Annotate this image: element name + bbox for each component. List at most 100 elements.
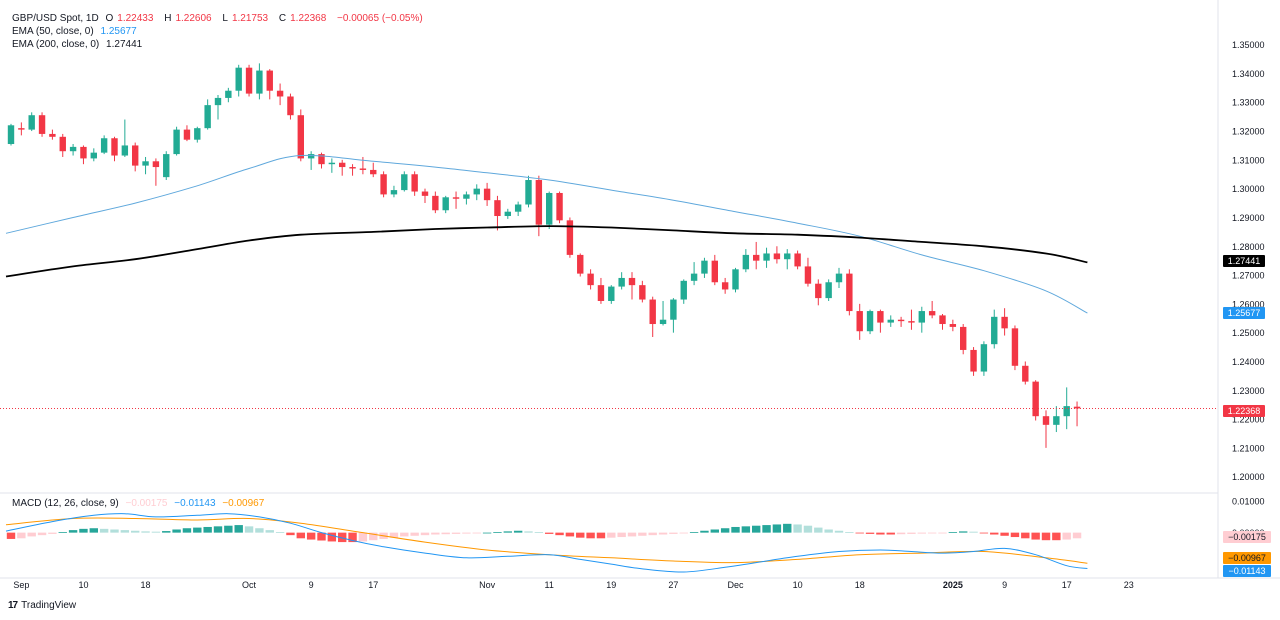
price-tick-label: 1.21000 — [1232, 443, 1265, 453]
macd-histogram-bar — [658, 532, 668, 535]
candle-up — [670, 299, 677, 320]
ema200-name: EMA (200, close, 0) — [12, 39, 100, 50]
macd-histogram-bar — [907, 532, 916, 534]
candle-up — [442, 197, 449, 211]
price-axis[interactable]: 1.35000 1.34000 1.33000 1.32000 1.31000 1.300… — [1232, 40, 1265, 482]
candle-down — [59, 136, 66, 152]
macd-histogram-bar — [172, 529, 181, 533]
macd-histogram-bar — [793, 524, 802, 533]
candle-up — [991, 316, 998, 345]
ema50-line — [5, 154, 1088, 314]
macd-histogram-bar — [317, 532, 326, 541]
candle-down — [132, 145, 139, 166]
candle-down — [49, 133, 56, 137]
price-tick-label: 1.34000 — [1232, 69, 1265, 79]
macd-legend[interactable]: MACD (12, 26, close, 9) −0.00175 −0.0114… — [12, 497, 268, 510]
high-label: H — [164, 13, 172, 24]
macd-histogram-bar — [648, 532, 657, 536]
macd-histogram-bar — [555, 532, 564, 536]
time-tick-label: 9 — [1002, 580, 1007, 590]
macd-histogram-bar — [524, 531, 533, 533]
candle-up — [742, 254, 750, 270]
candle-up — [659, 319, 667, 325]
candle-up — [235, 67, 242, 91]
candle-up — [887, 319, 894, 323]
candle-down — [773, 253, 781, 260]
macd-signal-line — [5, 517, 1088, 564]
candle-up — [680, 280, 687, 300]
ohlc-low: L 1.21753 — [222, 13, 272, 24]
macd-histogram-bar — [410, 532, 419, 536]
candle-up — [225, 90, 232, 98]
macd-histogram-bar — [338, 532, 347, 543]
candle-up — [525, 180, 532, 205]
macd-histogram-bar — [224, 525, 233, 533]
open-value: 1.22433 — [117, 13, 154, 24]
ohlc-close: C 1.22368 — [279, 13, 330, 24]
candle-down — [111, 138, 118, 156]
macd-histogram-bar — [803, 525, 813, 533]
macd-histogram-bar — [99, 528, 109, 533]
macd-histogram-bar — [193, 527, 202, 533]
macd-histogram-bar — [814, 527, 823, 533]
candle-up — [69, 146, 77, 152]
macd-histogram-bar — [762, 525, 771, 533]
time-axis[interactable]: Sep 10 18 Oct 9 17 Nov 11 19 27 Dec 10 18 2025 9 17 23 — [13, 580, 1133, 590]
macd-histogram-bar — [431, 532, 440, 535]
macd-histogram-bar — [638, 532, 647, 536]
candle-up — [546, 192, 553, 225]
price-tick-label: 1.29000 — [1232, 213, 1265, 223]
candle-down — [18, 128, 25, 130]
macd-histogram-bar — [58, 532, 67, 533]
macd-histogram-bar — [1052, 532, 1061, 541]
ema50-legend[interactable]: EMA (50, close, 0) 1.25677 — [12, 25, 141, 38]
tradingview-logo-icon: 17 — [8, 600, 18, 611]
macd-histogram-bar — [938, 532, 947, 534]
macd-signal-tag: −0.00967 — [1223, 552, 1271, 564]
candle-down — [897, 319, 905, 322]
macd-histogram-bar — [865, 532, 875, 534]
macd-name: MACD (12, 26, close, 9) — [12, 498, 119, 509]
macd-histogram-bar — [327, 532, 337, 542]
price-tick-label: 1.25000 — [1232, 328, 1265, 338]
candle-down — [432, 195, 439, 211]
candle-down — [649, 299, 656, 325]
candle-down — [535, 180, 543, 225]
candle-down — [1001, 316, 1008, 329]
candle-up — [763, 253, 770, 261]
macd-histogram-bar — [679, 532, 688, 534]
candle-down — [359, 168, 367, 170]
macd-histogram-bar — [110, 529, 119, 533]
price-tick-label: 1.35000 — [1232, 40, 1265, 50]
symbol-title[interactable]: GBP/USD Spot, 1D — [12, 13, 99, 24]
macd-histogram-bar — [990, 532, 999, 535]
price-tick-label: 1.24000 — [1232, 357, 1265, 367]
candle-down — [1042, 416, 1050, 425]
macd-histogram-bar — [855, 532, 864, 534]
time-tick-label: 10 — [793, 580, 803, 590]
tradingview-logo[interactable]: 17 TradingView — [8, 600, 76, 611]
candle-up — [1053, 416, 1060, 425]
candle-down — [804, 266, 812, 284]
candle-up — [328, 162, 336, 165]
candle-up — [307, 154, 315, 159]
candle-up — [121, 145, 129, 156]
macd-histogram-bar — [979, 532, 989, 534]
candle-down — [846, 273, 853, 312]
time-tick-label: Nov — [479, 580, 496, 590]
macd-histogram-bar — [37, 532, 47, 536]
macd-line-tag: −0.01143 — [1223, 565, 1271, 577]
macd-histogram-bar — [482, 532, 492, 534]
symbol-legend[interactable]: GBP/USD Spot, 1D O 1.22433 H 1.22606 L 1.21… — [12, 12, 427, 25]
candle-down — [597, 285, 605, 301]
candle-up — [608, 286, 615, 301]
macd-histogram-bar — [607, 532, 616, 538]
macd-histogram-bar — [462, 532, 471, 534]
macd-hist-legend-value: −0.00175 — [125, 498, 168, 509]
macd-histogram-bar — [275, 532, 285, 533]
ema200-legend[interactable]: EMA (200, close, 0) 1.27441 — [12, 38, 146, 51]
macd-histogram-bar — [27, 532, 36, 537]
candle-down — [856, 311, 863, 332]
ohlc-high: H 1.22606 — [164, 13, 215, 24]
